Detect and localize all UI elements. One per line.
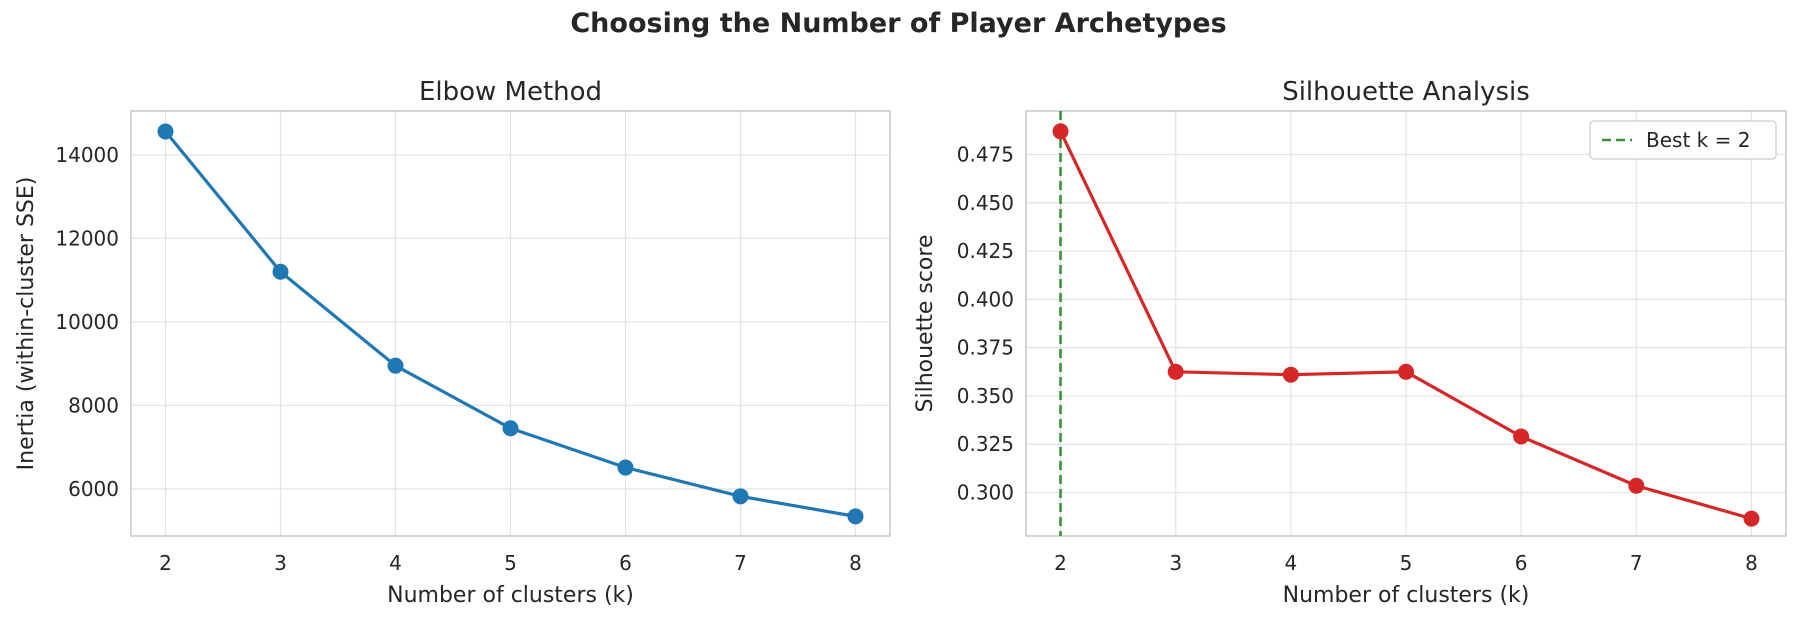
elbow-x-tick-label: 8 [849,551,862,575]
elbow-y-tick-label: 10000 [55,310,119,334]
silhouette-legend: Best k = 2 [1589,120,1777,160]
elbow-y-tick-label: 8000 [68,393,119,417]
figure-title: Choosing the Number of Player Archetypes [570,8,1227,39]
elbow-data-point [617,459,634,476]
silhouette-x-tick-label: 4 [1284,551,1297,575]
elbow-x-tick-label: 7 [734,551,747,575]
silhouette-data-point [1052,123,1069,140]
silhouette-y-tick-label: 0.400 [957,287,1014,311]
elbow-x-tick-label: 5 [504,551,517,575]
elbow-data-point [157,123,174,140]
elbow-plot-frame [130,110,891,537]
silhouette-title: Silhouette Analysis [1282,77,1530,107]
elbow-data-point [272,263,289,280]
silhouette-y-tick-label: 0.325 [957,432,1014,456]
elbow-data-point [502,420,519,437]
silhouette-y-tick-label: 0.425 [957,239,1014,263]
silhouette-chart: 2 3 4 5 6 7 8 0.300 0.325 0.350 0.375 0.400 0.425 0.4… [913,77,1787,608]
elbow-y-axis-label: Inertia (within-cluster SSE) [14,177,39,471]
silhouette-x-tick-label: 5 [1400,551,1413,575]
elbow-x-tick-label: 4 [389,551,402,575]
silhouette-y-axis-label: Silhouette score [913,235,938,413]
silhouette-y-tick-label: 0.300 [957,481,1014,505]
legend-box [1589,120,1777,160]
silhouette-x-tick-label: 3 [1169,551,1182,575]
silhouette-data-point [1167,363,1184,380]
silhouette-data-point [1628,477,1645,494]
silhouette-y-tick-label: 0.475 [957,142,1014,166]
elbow-x-axis-label: Number of clusters (k) [387,583,634,608]
elbow-y-tick-label: 6000 [68,477,119,501]
elbow-y-tick-label: 14000 [55,143,119,167]
silhouette-x-tick-label: 6 [1515,551,1528,575]
silhouette-y-tick-label: 0.450 [957,191,1014,215]
elbow-x-tick-label: 3 [274,551,287,575]
silhouette-y-tick-label: 0.375 [957,336,1014,360]
silhouette-y-tick-label: 0.350 [957,384,1014,408]
silhouette-data-point [1513,428,1530,445]
silhouette-x-tick-label: 8 [1745,551,1758,575]
elbow-y-tick-label: 12000 [55,226,119,250]
silhouette-data-point [1398,363,1414,380]
elbow-data-point [847,508,864,525]
silhouette-data-point [1282,366,1299,383]
silhouette-plot-frame [1025,110,1787,537]
elbow-data-point [732,488,749,505]
elbow-chart: 2 3 4 5 6 7 8 6000 8000 10000 12000 14000 Number of … [14,77,891,608]
elbow-title: Elbow Method [419,77,602,107]
elbow-x-tick-label: 6 [619,551,632,575]
silhouette-data-point [1743,510,1760,527]
silhouette-x-axis-label: Number of clusters (k) [1283,583,1530,608]
silhouette-x-tick-label: 2 [1054,551,1067,575]
silhouette-x-tick-label: 7 [1630,551,1643,575]
legend-label: Best k = 2 [1646,128,1750,152]
elbow-data-point [387,357,404,374]
elbow-x-tick-label: 2 [159,551,172,575]
